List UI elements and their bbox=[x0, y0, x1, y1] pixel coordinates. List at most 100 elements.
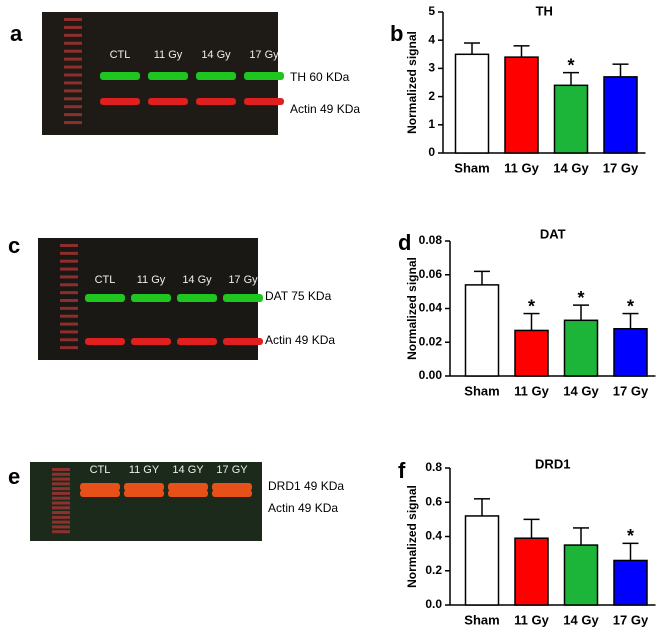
x-tick-label: 17 Gy bbox=[613, 383, 649, 398]
ladder-band bbox=[52, 515, 70, 519]
ladder-band bbox=[64, 33, 82, 37]
ladder-band bbox=[60, 267, 78, 271]
blot-band bbox=[124, 490, 164, 497]
lane-label: 17 Gy bbox=[228, 274, 258, 286]
ladder-band bbox=[64, 97, 82, 101]
blot-band bbox=[223, 294, 263, 302]
ladder-band bbox=[64, 57, 82, 61]
ladder-band bbox=[52, 482, 70, 486]
x-tick-label: 11 Gy bbox=[504, 160, 539, 175]
y-tick-label: 0.0 bbox=[425, 597, 442, 611]
x-tick-label: 14 Gy bbox=[563, 383, 599, 398]
ladder-band bbox=[60, 322, 78, 326]
ladder-band bbox=[60, 346, 78, 350]
blot-band bbox=[85, 338, 125, 345]
y-axis-label: Normalized signal bbox=[405, 31, 419, 134]
x-tick-label: 14 Gy bbox=[563, 612, 599, 627]
blot-band bbox=[85, 294, 125, 302]
bar bbox=[464, 284, 500, 377]
lane-label: 14 Gy bbox=[201, 49, 231, 61]
x-tick-label: Sham bbox=[464, 612, 499, 627]
ladder-band bbox=[64, 25, 82, 29]
band-label: Actin 49 KDa bbox=[268, 501, 338, 515]
ladder-band bbox=[52, 491, 70, 495]
blot-band bbox=[196, 98, 236, 105]
ladder-band bbox=[64, 49, 82, 53]
ladder-band bbox=[64, 65, 82, 69]
ladder-band bbox=[60, 283, 78, 287]
y-axis-label: Normalized signal bbox=[405, 485, 419, 588]
y-tick-label: 2 bbox=[428, 89, 435, 103]
panel-letter: c bbox=[8, 233, 20, 258]
significance-star: * bbox=[567, 55, 574, 75]
blot-band bbox=[131, 338, 171, 345]
y-tick-label: 3 bbox=[428, 61, 435, 75]
blot-band bbox=[100, 72, 140, 80]
ladder-band bbox=[52, 477, 70, 481]
ladder-band bbox=[64, 113, 82, 117]
blot-band bbox=[148, 72, 188, 80]
y-tick-label: 0.08 bbox=[419, 233, 443, 247]
y-tick-label: 0.04 bbox=[419, 301, 443, 315]
significance-star: * bbox=[577, 288, 584, 308]
band-label: Actin 49 KDa bbox=[265, 333, 335, 347]
y-tick-label: 0.06 bbox=[419, 267, 443, 281]
lane-label: CTL bbox=[95, 274, 116, 286]
lane-label: CTL bbox=[110, 49, 131, 61]
chart-title: DAT bbox=[540, 226, 566, 241]
blot-band bbox=[131, 294, 171, 302]
blot-band bbox=[212, 483, 252, 491]
ladder-band bbox=[64, 81, 82, 85]
blot-band bbox=[196, 72, 236, 80]
ladder-band bbox=[52, 525, 70, 529]
significance-star: * bbox=[627, 526, 634, 546]
ladder-band bbox=[52, 472, 70, 476]
panel-letter: b bbox=[390, 21, 403, 46]
ladder-band bbox=[52, 520, 70, 524]
bar bbox=[454, 53, 490, 154]
blot-band bbox=[124, 483, 164, 491]
blot-band bbox=[244, 98, 284, 105]
bar bbox=[563, 544, 599, 606]
ladder-band bbox=[60, 338, 78, 342]
ladder-band bbox=[52, 530, 70, 534]
ladder-band bbox=[52, 506, 70, 510]
y-tick-label: 4 bbox=[428, 32, 435, 46]
bar bbox=[464, 515, 500, 606]
bar bbox=[603, 76, 638, 154]
y-tick-label: 0.02 bbox=[419, 334, 443, 348]
ladder-band bbox=[64, 18, 82, 21]
bar bbox=[514, 329, 549, 377]
ladder-band bbox=[60, 306, 78, 310]
bar bbox=[504, 56, 539, 154]
x-tick-label: Sham bbox=[454, 160, 489, 175]
ladder-band bbox=[64, 89, 82, 93]
blot-band bbox=[244, 72, 284, 80]
band-label: DAT 75 KDa bbox=[265, 289, 332, 303]
lane-label: CTL bbox=[90, 464, 111, 476]
blot-band bbox=[148, 98, 188, 105]
significance-star: * bbox=[627, 296, 634, 316]
lane-label: 11 Gy bbox=[137, 274, 166, 286]
ladder-band bbox=[64, 41, 82, 45]
y-tick-label: 0.4 bbox=[425, 529, 442, 543]
panel-letter: f bbox=[398, 458, 406, 483]
band-label: Actin 49 KDa bbox=[290, 102, 360, 116]
ladder-band bbox=[64, 121, 82, 125]
x-tick-label: 14 Gy bbox=[553, 160, 589, 175]
bar bbox=[563, 319, 599, 377]
y-tick-label: 0.00 bbox=[419, 368, 443, 382]
chart-title: TH bbox=[536, 3, 553, 18]
panel-letter: e bbox=[8, 464, 20, 489]
blot-band bbox=[168, 490, 208, 497]
blot-band bbox=[177, 294, 217, 302]
lane-label: 11 GY bbox=[129, 464, 160, 476]
y-axis-label: Normalized signal bbox=[405, 257, 419, 360]
bar bbox=[514, 537, 549, 606]
panel-letter: d bbox=[398, 230, 411, 255]
blot-band bbox=[177, 338, 217, 345]
ladder-band bbox=[52, 487, 70, 491]
ladder-band bbox=[64, 105, 82, 109]
